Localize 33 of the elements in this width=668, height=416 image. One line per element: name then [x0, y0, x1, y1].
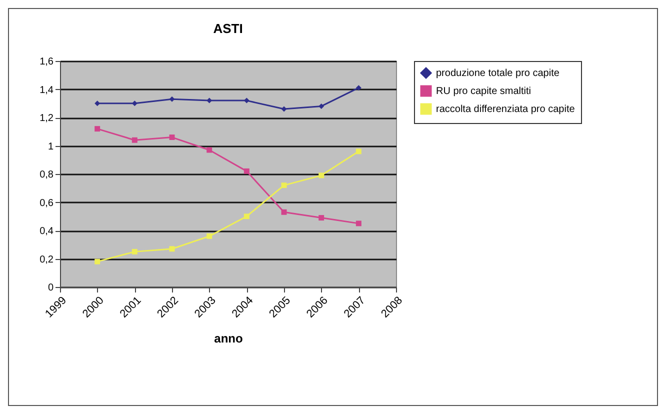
- point: [244, 214, 250, 220]
- y-tick-label: 1,6: [40, 56, 54, 68]
- y-tick-label: 1,4: [40, 84, 54, 96]
- point: [94, 258, 100, 264]
- legend-label: produzione totale pro capite: [436, 68, 560, 79]
- point: [94, 126, 100, 132]
- legend-label: raccolta differenziata pro capite: [436, 104, 576, 115]
- point: [356, 220, 362, 226]
- point: [169, 134, 175, 140]
- chart-title: ASTI: [213, 21, 243, 36]
- point: [281, 106, 287, 112]
- point: [318, 103, 324, 109]
- point: [132, 137, 138, 143]
- point: [318, 215, 324, 221]
- y-tick-label: 0,4: [40, 226, 54, 237]
- point: [356, 85, 362, 91]
- point: [132, 248, 138, 254]
- x-axis-title: anno: [214, 332, 243, 346]
- y-tick-label: 0,2: [40, 254, 54, 266]
- point: [169, 246, 175, 252]
- y-tick-label: 1: [48, 141, 54, 152]
- y-tick-label: 0,8: [40, 170, 54, 180]
- point: [206, 147, 212, 153]
- point: [356, 148, 362, 154]
- y-tick-label: 0,6: [40, 198, 54, 209]
- point: [206, 233, 212, 239]
- y-tick-label: 0: [48, 282, 54, 294]
- y-tick-label: 1,2: [40, 113, 54, 124]
- point: [244, 168, 250, 174]
- point: [281, 182, 287, 188]
- point: [281, 209, 287, 215]
- point: [318, 172, 324, 178]
- legend-label: RU pro capite smaltiti: [436, 86, 532, 97]
